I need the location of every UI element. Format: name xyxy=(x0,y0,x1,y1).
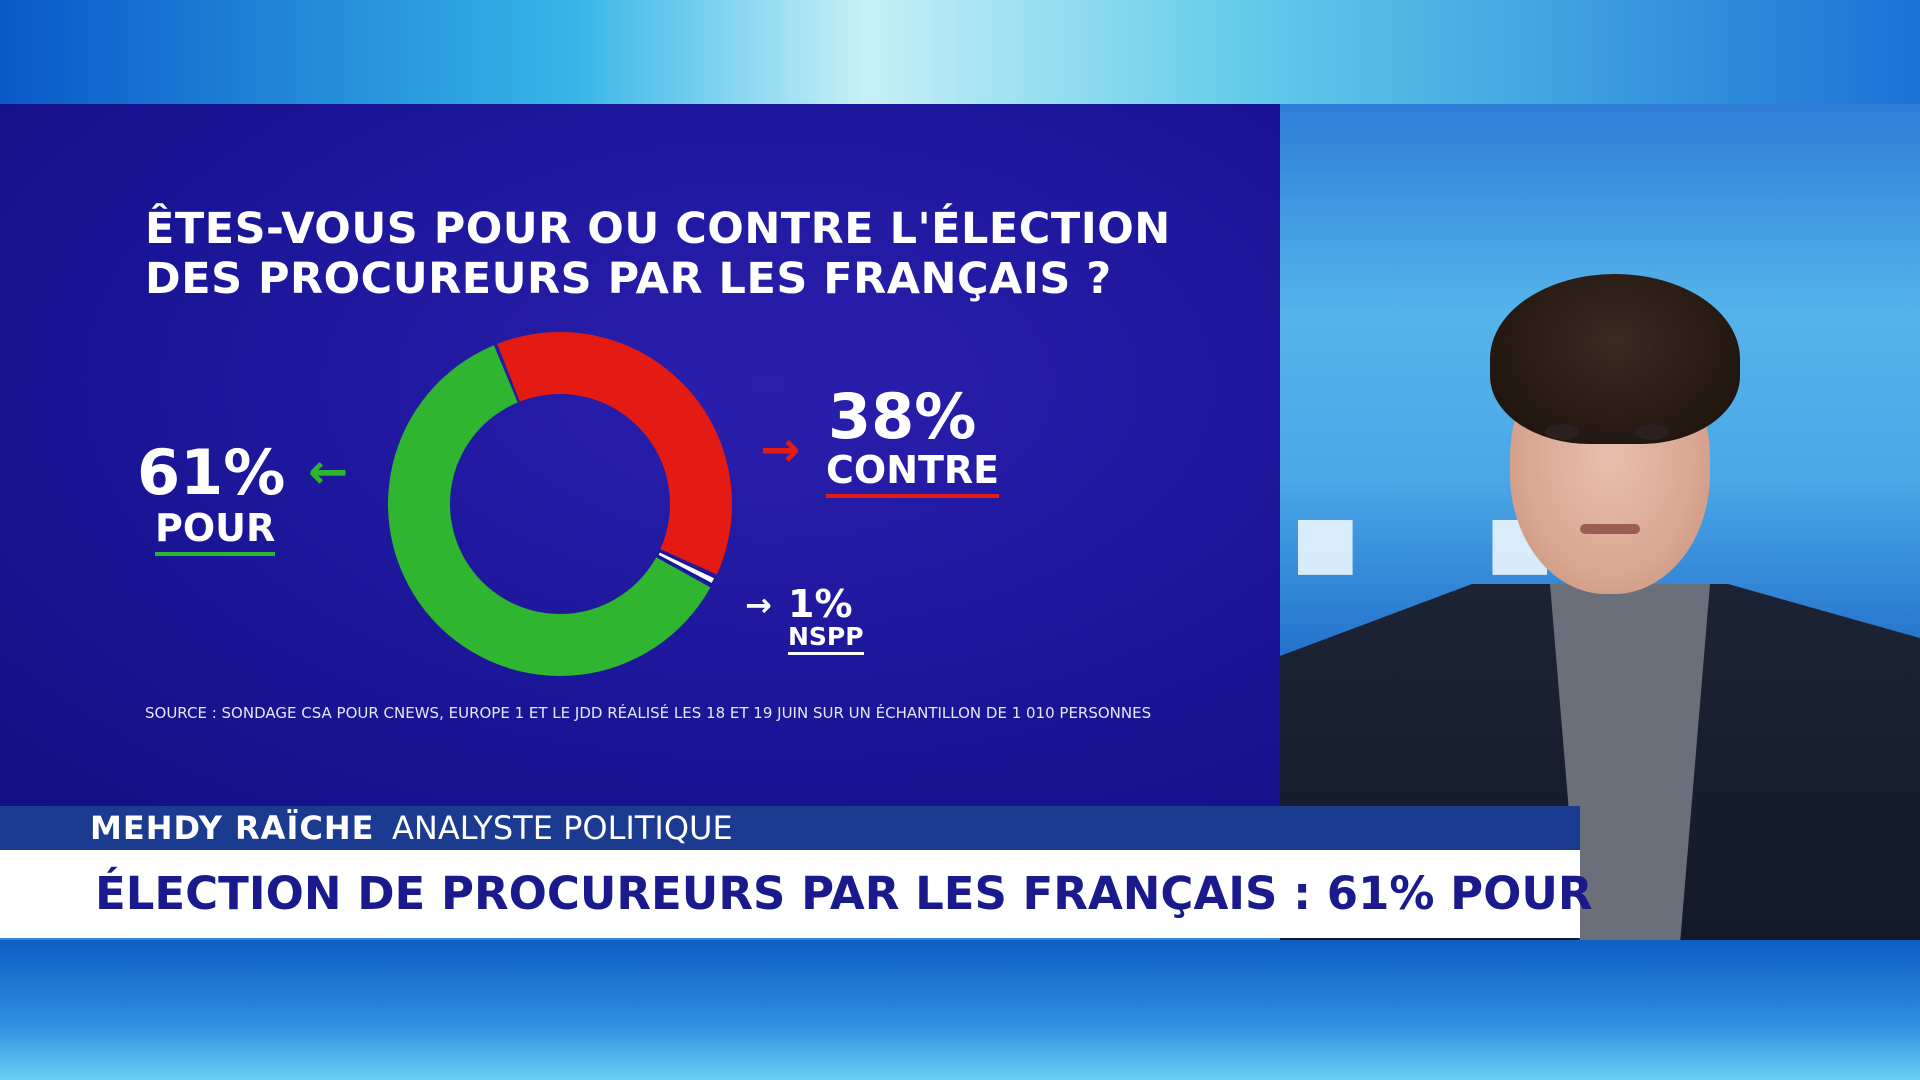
presenter-eye-left xyxy=(1545,424,1579,440)
headline: ÉLECTION DE PROCUREURS PAR LES FRANÇAIS … xyxy=(95,867,1593,920)
chart-source: SOURCE : SONDAGE CSA POUR CNEWS, EUROPE … xyxy=(145,704,1152,722)
donut-chart xyxy=(388,332,732,676)
contre-arrow-icon: → xyxy=(760,422,801,478)
lower-third-name-bar xyxy=(0,806,1580,850)
donut-slice-contre xyxy=(497,332,732,575)
nspp-arrow-icon: → xyxy=(745,586,772,624)
chart-panel: ÊTES-VOUS POUR OU CONTRE L'ÉLECTION DES … xyxy=(0,104,1280,806)
pour-percentage: 61% xyxy=(137,436,286,509)
nspp-percentage: 1% xyxy=(788,582,853,626)
presenter-eye-right xyxy=(1635,424,1669,440)
bottom-background-band xyxy=(0,940,1920,1080)
speaker-role: ANALYSTE POLITIQUE xyxy=(392,809,733,847)
studio-video-feed: ▪▪ xyxy=(1280,104,1920,940)
donut-slice-nspp xyxy=(655,549,717,586)
chart-title-line-1: ÊTES-VOUS POUR OU CONTRE L'ÉLECTION xyxy=(145,204,1171,254)
pour-arrow-icon: ← xyxy=(308,444,349,500)
presenter-hair xyxy=(1490,274,1740,444)
contre-label: CONTRE xyxy=(826,448,1000,498)
donut-slice-pour xyxy=(388,345,711,676)
nspp-label: NSPP xyxy=(788,622,864,655)
top-background-band xyxy=(0,0,1920,104)
pour-label: POUR xyxy=(155,506,276,556)
contre-percentage: 38% xyxy=(828,380,977,453)
chart-title: ÊTES-VOUS POUR OU CONTRE L'ÉLECTION DES … xyxy=(145,204,1171,304)
chart-title-line-2: DES PROCUREURS PAR LES FRANÇAIS ? xyxy=(145,254,1112,304)
speaker-name: MEHDY RAÏCHE xyxy=(90,809,375,847)
lower-third-headline-bar xyxy=(0,850,1580,938)
presenter-mouth xyxy=(1580,524,1640,534)
